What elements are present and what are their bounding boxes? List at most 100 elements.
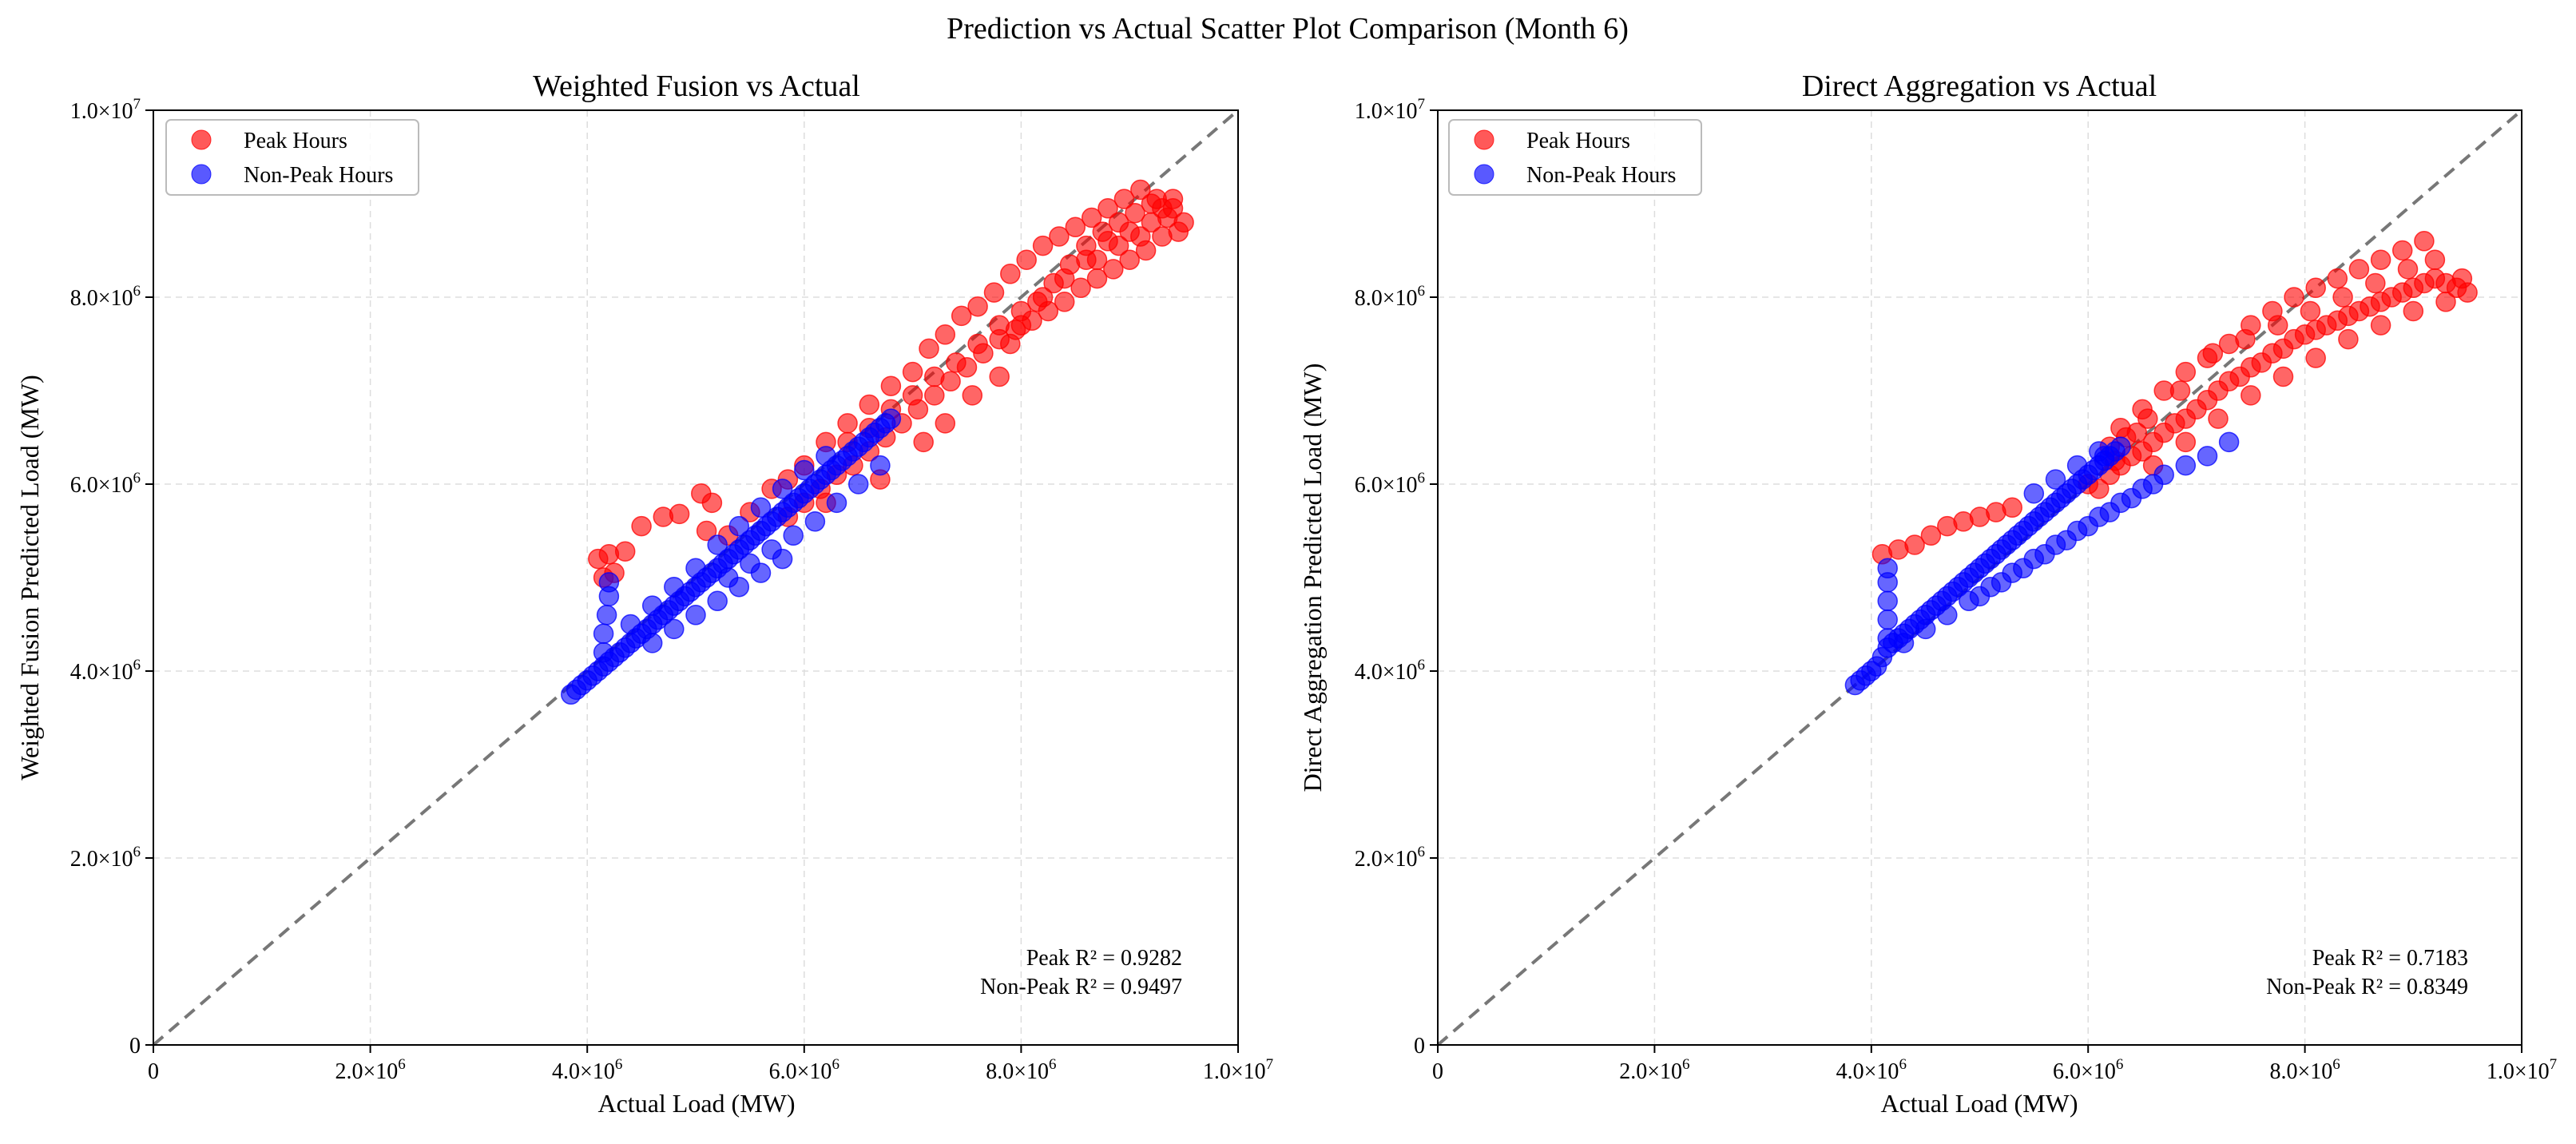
peak-point [880,375,902,396]
x-tick-label: 8.0×106 [986,1056,1056,1084]
peak-point [1119,221,1140,242]
grid-lines [153,110,1238,1045]
x-tick-exponent: 6 [1682,1056,1690,1073]
nonpeak-point [717,567,739,588]
legend-peak-label: Peak Hours [1526,129,1630,153]
y-tick-exponent: 6 [133,283,141,300]
peak-r2-annotation: Peak R² = 0.7183 [2312,946,2468,971]
peak-point [2332,287,2353,308]
nonpeak-point [772,479,793,499]
legend-peak-marker [1474,129,1494,150]
nonpeak-point [2034,544,2055,565]
peak-point [951,305,972,327]
peak-point [1113,189,1135,209]
nonpeak-point [2045,469,2066,490]
nonpeak-point [641,633,663,653]
peak-point [935,324,956,345]
peak-point [1103,259,1124,280]
y-axis-label: Direct Aggregation Predicted Load (MW) [1298,363,1327,792]
nonpeak-point [1937,605,1958,626]
legend-nonpeak-label: Non-Peak Hours [244,163,393,188]
legend-nonpeak-label: Non-Peak Hours [1526,163,1676,188]
peak-point [837,413,858,434]
nonpeak-point [2066,455,2088,476]
nonpeak-point [2013,558,2034,579]
peak-point [1000,333,1021,355]
peak-point [902,385,923,406]
x-tick-label: 6.0×106 [2053,1056,2123,1084]
y-tick-exponent: 6 [1418,657,1426,673]
y-tick-label: 4.0×106 [1355,657,1425,685]
peak-point [1054,268,1075,289]
nonpeak-point [2099,502,2121,522]
x-tick-label: 6.0×106 [769,1056,839,1084]
peak-point [1081,207,1102,228]
peak-point [2424,249,2446,270]
nonpeak-point [2218,431,2240,453]
y-tick-label: 8.0×106 [70,283,141,311]
y-tick-label: 0 [129,1034,141,1059]
peak-point [2137,408,2158,429]
peak-point [1054,292,1075,312]
y-tick-exponent: 7 [133,96,141,113]
x-tick-exponent: 6 [2332,1056,2340,1073]
peak-point [2327,268,2348,289]
peak-point [1125,202,1145,224]
nonpeak-point [740,553,760,574]
peak-point [1162,189,1184,209]
nonpeak-point [664,618,685,640]
scatter-points [1844,231,2478,696]
direct-aggregation-panel: Direct Aggregation vs Actual 0 2.0×106 4.0… [1298,70,2557,1118]
peak-point [2451,268,2473,289]
peak-point [1032,287,1054,308]
x-tick-label: 0 [1432,1059,1443,1084]
peak-point [2241,385,2261,406]
weighted-fusion-panel: Weighted Fusion vs Actual 0 2.0×106 4.0×10… [15,70,1273,1118]
legend: Peak Hours Non-Peak Hours [1448,119,1702,196]
peak-point [2284,287,2304,308]
y-tick-label: 2.0×106 [70,844,141,872]
peak-point [946,352,966,373]
figure-title: Prediction vs Actual Scatter Plot Compar… [947,12,1629,46]
x-tick-exponent: 6 [832,1056,839,1073]
legend-nonpeak-marker [191,164,212,185]
peak-point [669,503,690,525]
peak-point [2403,300,2424,322]
x-tick-label: 0 [148,1059,159,1084]
peak-point [2305,277,2326,299]
nonpeak-point [598,572,620,593]
x-tick-label: 2.0×106 [335,1056,405,1084]
peak-point [2391,240,2413,261]
peak-point [2370,315,2391,336]
nonpeak-point [596,605,617,626]
nonpeak-point [593,642,614,663]
peak-point [2202,343,2224,363]
x-tick-label: 1.0×107 [1203,1056,1273,1084]
peak-point [924,366,945,387]
peak-point [614,541,636,562]
peak-point [2348,259,2370,280]
legend-nonpeak-marker [1474,164,1494,185]
peak-point [2435,292,2456,312]
y-tick-exponent: 6 [1418,844,1426,860]
peak-point [935,413,956,434]
nonpeak-point [783,525,804,546]
y-tick-label: 1.0×107 [1355,96,1425,124]
peak-point [1070,277,1091,299]
grid-lines [1438,110,2522,1045]
peak-point [2169,380,2191,401]
peak-point [2305,348,2326,368]
nonpeak-point [685,605,706,626]
x-axis-ticks: 0 2.0×106 4.0×106 6.0×106 8.0×106 1.0×107 [1432,1045,2557,1084]
y-tick-label: 1.0×107 [70,96,141,124]
nonpeak-point [1877,558,1898,579]
nonpeak-point [826,492,847,514]
peak-point [983,282,1005,303]
nonpeak-point [593,623,614,644]
x-axis-ticks: 0 2.0×106 4.0×106 6.0×106 8.0×106 1.0×107 [148,1045,1273,1084]
nonpeak-point [1915,618,1936,640]
nonpeak-point [707,534,728,555]
y-tick-exponent: 6 [133,657,141,673]
peak-point [1130,179,1151,201]
nonpeak-point [2023,483,2045,504]
